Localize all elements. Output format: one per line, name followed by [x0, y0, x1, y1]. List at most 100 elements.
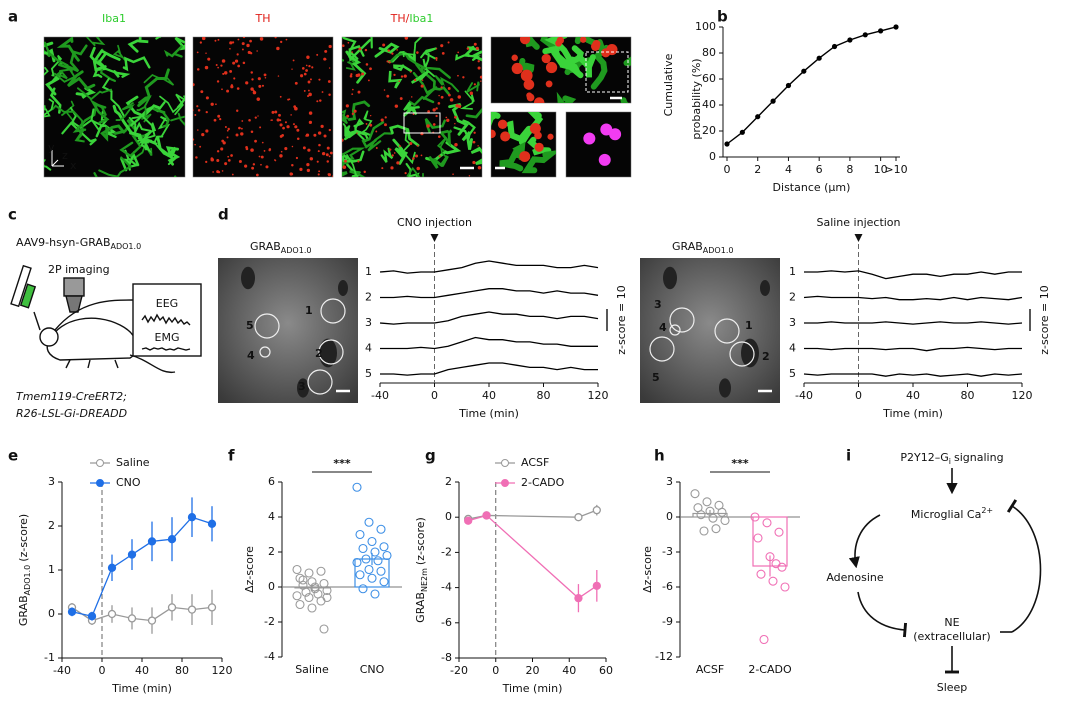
microglia-process: [44, 41, 71, 70]
th-puncta: [286, 125, 290, 129]
th-puncta: [268, 148, 271, 152]
data-point: [762, 518, 772, 528]
th-puncta: [420, 84, 424, 88]
th-puncta: [205, 160, 208, 163]
th-puncta: [231, 173, 234, 176]
microglia-process: [388, 70, 403, 89]
th-puncta: [533, 97, 545, 103]
th-puncta: [227, 127, 230, 131]
th-puncta: [234, 59, 239, 63]
th-puncta: [365, 122, 368, 125]
microglia-process: [127, 37, 149, 53]
th-puncta: [403, 74, 407, 78]
data-line: [468, 509, 598, 520]
microglia-process: [448, 102, 470, 136]
th-puncta: [306, 163, 310, 167]
th-puncta: [258, 84, 262, 88]
feedback: [1006, 499, 1042, 633]
data-point: [304, 568, 314, 578]
th-puncta: [256, 97, 261, 101]
th-puncta: [440, 86, 443, 89]
th-puncta: [380, 118, 384, 122]
data-point: [367, 536, 377, 547]
microglia-process: [506, 120, 532, 143]
data-point: [87, 612, 97, 621]
microglia-process: [428, 155, 449, 169]
y-axis-label: Cumulative: [662, 53, 675, 116]
th-puncta: [398, 80, 400, 82]
th-puncta: [349, 74, 353, 78]
th-puncta: [197, 129, 199, 131]
th-puncta: [221, 170, 224, 172]
microglia-process: [436, 136, 448, 157]
th-puncta: [306, 55, 310, 59]
th-puncta: [361, 72, 365, 76]
th-puncta: [308, 92, 312, 97]
y-tick-label: 60: [702, 72, 716, 85]
th-puncta: [260, 163, 262, 166]
significance-label: ***: [333, 457, 351, 470]
th-puncta: [500, 131, 511, 142]
node-label-part: 2+: [981, 506, 993, 515]
th-puncta: [404, 172, 407, 175]
th-puncta: [265, 165, 269, 169]
y-tick-label: -3: [662, 545, 673, 558]
th-puncta: [399, 97, 403, 100]
th-puncta: [236, 87, 240, 90]
th-puncta: [241, 127, 243, 130]
y-tick-label: 80: [702, 46, 716, 59]
microglia-process: [342, 159, 349, 167]
th-puncta: [375, 146, 378, 149]
microglia-process: [92, 49, 121, 72]
data-point: [878, 28, 884, 34]
y-tick-label: 6: [268, 475, 275, 488]
th-puncta: [445, 116, 448, 119]
th-puncta: [205, 52, 207, 54]
th-puncta: [415, 154, 419, 158]
microglia-process: [370, 37, 373, 49]
trace: [804, 346, 1022, 352]
microglia-process: [438, 129, 453, 147]
panel-label: g: [425, 447, 436, 465]
y-axis-label-part: NE2m: [420, 568, 429, 592]
legend-label: 2-CADO: [521, 476, 565, 489]
th-puncta: [491, 129, 496, 139]
image-title-part: /: [406, 12, 410, 25]
trace-label: 3: [789, 316, 796, 329]
th-puncta: [357, 160, 360, 163]
data-point: [816, 55, 822, 61]
legend-marker: [96, 479, 104, 487]
microglia-process: [406, 166, 421, 177]
x-tick-label: 80: [961, 389, 975, 402]
th-puncta: [282, 126, 285, 130]
y-tick-label: -8: [441, 651, 452, 664]
y-tick-label: -6: [662, 580, 673, 593]
th-puncta: [367, 79, 370, 82]
th-puncta: [259, 126, 262, 129]
data-point: [167, 535, 177, 544]
th-puncta: [309, 78, 312, 81]
image-title: TH/Iba1: [390, 12, 434, 25]
th-puncta: [305, 64, 308, 67]
microglia-process: [527, 136, 552, 156]
th-puncta: [466, 47, 470, 50]
th-puncta: [229, 69, 233, 73]
virus-label: AAV9-hsyn-GRABADO1.0: [16, 236, 141, 251]
th-puncta: [416, 144, 419, 147]
x-tick-label: 0: [99, 664, 106, 677]
y-axis-label-part: GRAB: [414, 592, 427, 623]
th-puncta: [280, 40, 283, 44]
th-puncta: [204, 65, 209, 70]
microglia-process: [49, 87, 62, 114]
th-puncta: [457, 74, 459, 77]
th-puncta: [319, 99, 322, 102]
th-puncta: [227, 159, 231, 162]
virus-label-part: AAV9-hsyn-GRAB: [16, 236, 111, 249]
microglia-process: [89, 46, 108, 70]
microglia-process: [163, 45, 183, 58]
th-puncta: [279, 123, 283, 127]
microglia-process: [464, 45, 480, 58]
th-puncta: [238, 126, 241, 130]
microglia-process: [61, 121, 97, 146]
image-label: GRABADO1.0: [250, 240, 311, 255]
